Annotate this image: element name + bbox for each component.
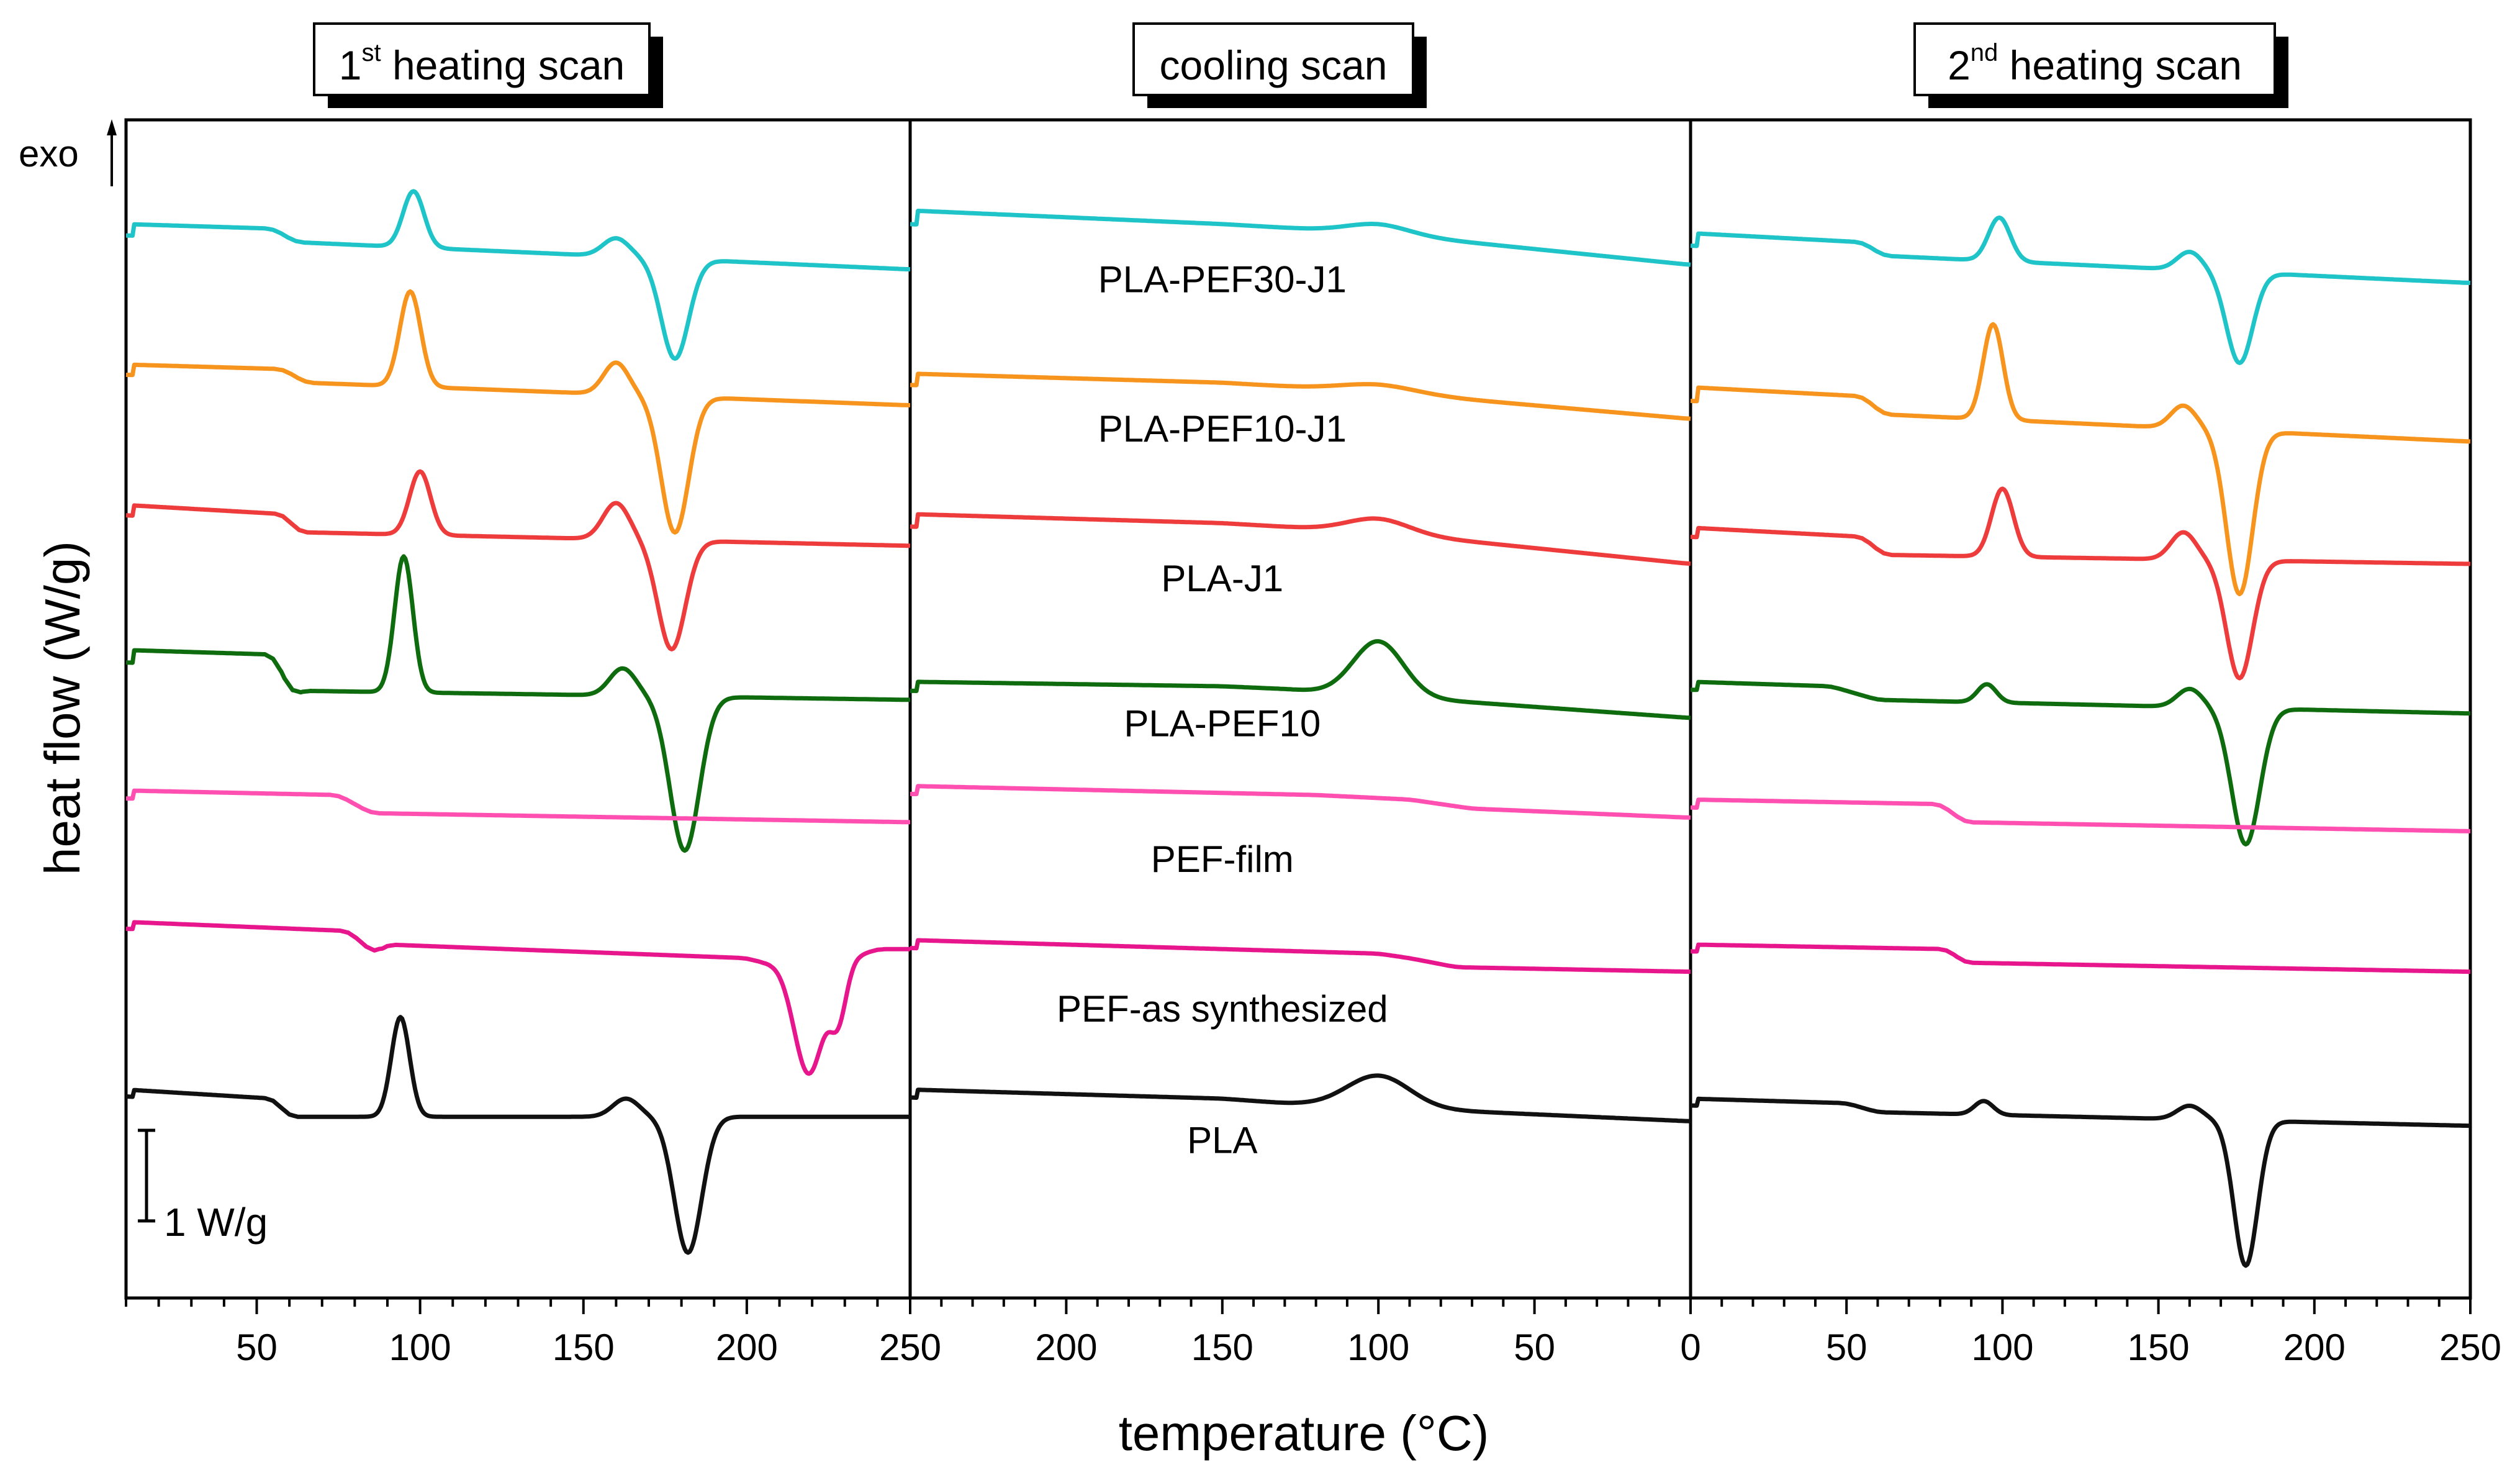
curve-pla-pef10-h2 bbox=[1690, 679, 2471, 846]
x-axis-ticks: 50 100 150 200 250 250 200 150 100 50 0 50 100 150 200… bbox=[125, 1298, 2501, 1368]
panel-title-h2-box bbox=[1913, 22, 2276, 96]
tick-label-h1-200: 200 bbox=[716, 1327, 778, 1368]
curve-pla-pef10-j1-h2 bbox=[1690, 322, 2471, 596]
tick-label-h1-50: 50 bbox=[236, 1327, 278, 1368]
tick-label-h2-250: 250 bbox=[2439, 1327, 2501, 1368]
curve-pla-h2 bbox=[1690, 1096, 2471, 1268]
y-axis-title: heat flow (W/g) bbox=[35, 541, 90, 875]
curve-pef-as-synthesized-h2 bbox=[1690, 942, 2471, 974]
panel-title-h2: 2nd heating scan bbox=[1913, 22, 2288, 108]
x-axis-title: temperature (°C) bbox=[1119, 1405, 1489, 1461]
curve-pef-as-synthesized-h1 bbox=[125, 920, 911, 1076]
curve-pla-h1 bbox=[125, 1015, 911, 1255]
curve-pla-pef10-cool bbox=[910, 639, 1691, 720]
curve-pla-pef10-j1-h1 bbox=[125, 289, 911, 535]
tick-label-h1-250: 250 bbox=[879, 1327, 941, 1368]
exo-label: exo bbox=[19, 133, 79, 175]
tick-label-h2-0: 0 bbox=[1680, 1327, 1700, 1368]
panel-title-h2-text: 2nd heating scan bbox=[1948, 39, 2242, 88]
panel-title-cool-box bbox=[1132, 22, 1414, 96]
curve-pla-j1-cool bbox=[910, 512, 1691, 566]
tick-label-h2-100: 100 bbox=[1971, 1327, 2033, 1368]
series-label-pef-as-synthesized: PEF-as synthesized bbox=[1057, 988, 1388, 1030]
tick-label-h2-150: 150 bbox=[2128, 1327, 2190, 1368]
curve-pef-film-h1 bbox=[125, 788, 911, 825]
series-label-pef-film: PEF-film bbox=[1151, 838, 1294, 880]
tick-label-h2-50: 50 bbox=[1826, 1327, 1867, 1368]
series-label-pla: PLA bbox=[1187, 1120, 1257, 1161]
exo-arrow-icon bbox=[107, 119, 117, 186]
curve-pla-cool bbox=[910, 1073, 1691, 1123]
series-labels: PLA-PEF30-J1 PLA-PEF10-J1 PLA-J1 PLA-PEF10 P… bbox=[1057, 258, 1388, 1161]
series-label-pla-j1: PLA-J1 bbox=[1161, 558, 1283, 599]
series-label-pla-pef10: PLA-PEF10 bbox=[1124, 702, 1321, 744]
panel-title-cool-text: cooling scan bbox=[1160, 42, 1388, 88]
tick-label-cool-200: 200 bbox=[1035, 1327, 1097, 1368]
series-label-pla-pef10-j1: PLA-PEF10-J1 bbox=[1098, 408, 1347, 450]
series-label-pla-pef30-j1: PLA-PEF30-J1 bbox=[1098, 258, 1347, 300]
curve-pla-pef30-j1-h2 bbox=[1690, 216, 2471, 365]
dsc-curves bbox=[125, 189, 2471, 1268]
curve-pla-pef30-j1-h1 bbox=[125, 189, 911, 361]
curve-pla-j1-h2 bbox=[1690, 486, 2471, 681]
scale-bar: 1 W/g bbox=[138, 1128, 268, 1245]
tick-label-h1-150: 150 bbox=[553, 1327, 615, 1368]
tick-label-h1-100: 100 bbox=[389, 1327, 451, 1368]
curve-pla-j1-h1 bbox=[125, 469, 911, 651]
curve-pla-pef30-j1-cool bbox=[910, 209, 1691, 267]
panel-title-h1-text: 1st heating scan bbox=[339, 39, 625, 88]
panel-title-h1: 1st heating scan bbox=[313, 22, 663, 108]
curve-pla-pef10-j1-cool bbox=[910, 371, 1691, 421]
panel-title-h1-box bbox=[313, 22, 651, 96]
curve-pla-pef10-h1 bbox=[125, 554, 911, 853]
scale-bar-label: 1 W/g bbox=[164, 1200, 268, 1245]
panel-title-cool: cooling scan bbox=[1132, 22, 1427, 108]
tick-label-cool-250: 250 bbox=[879, 1327, 941, 1368]
curve-pef-as-synthesized-cool bbox=[910, 938, 1691, 974]
tick-label-cool-50: 50 bbox=[1514, 1327, 1555, 1368]
curve-pef-film-h2 bbox=[1690, 797, 2471, 833]
tick-label-cool-100: 100 bbox=[1347, 1327, 1409, 1368]
curve-pef-film-cool bbox=[910, 784, 1691, 820]
plot-frame bbox=[124, 118, 2472, 1300]
tick-label-h2-200: 200 bbox=[2283, 1327, 2346, 1368]
tick-label-cool-150: 150 bbox=[1191, 1327, 1253, 1368]
